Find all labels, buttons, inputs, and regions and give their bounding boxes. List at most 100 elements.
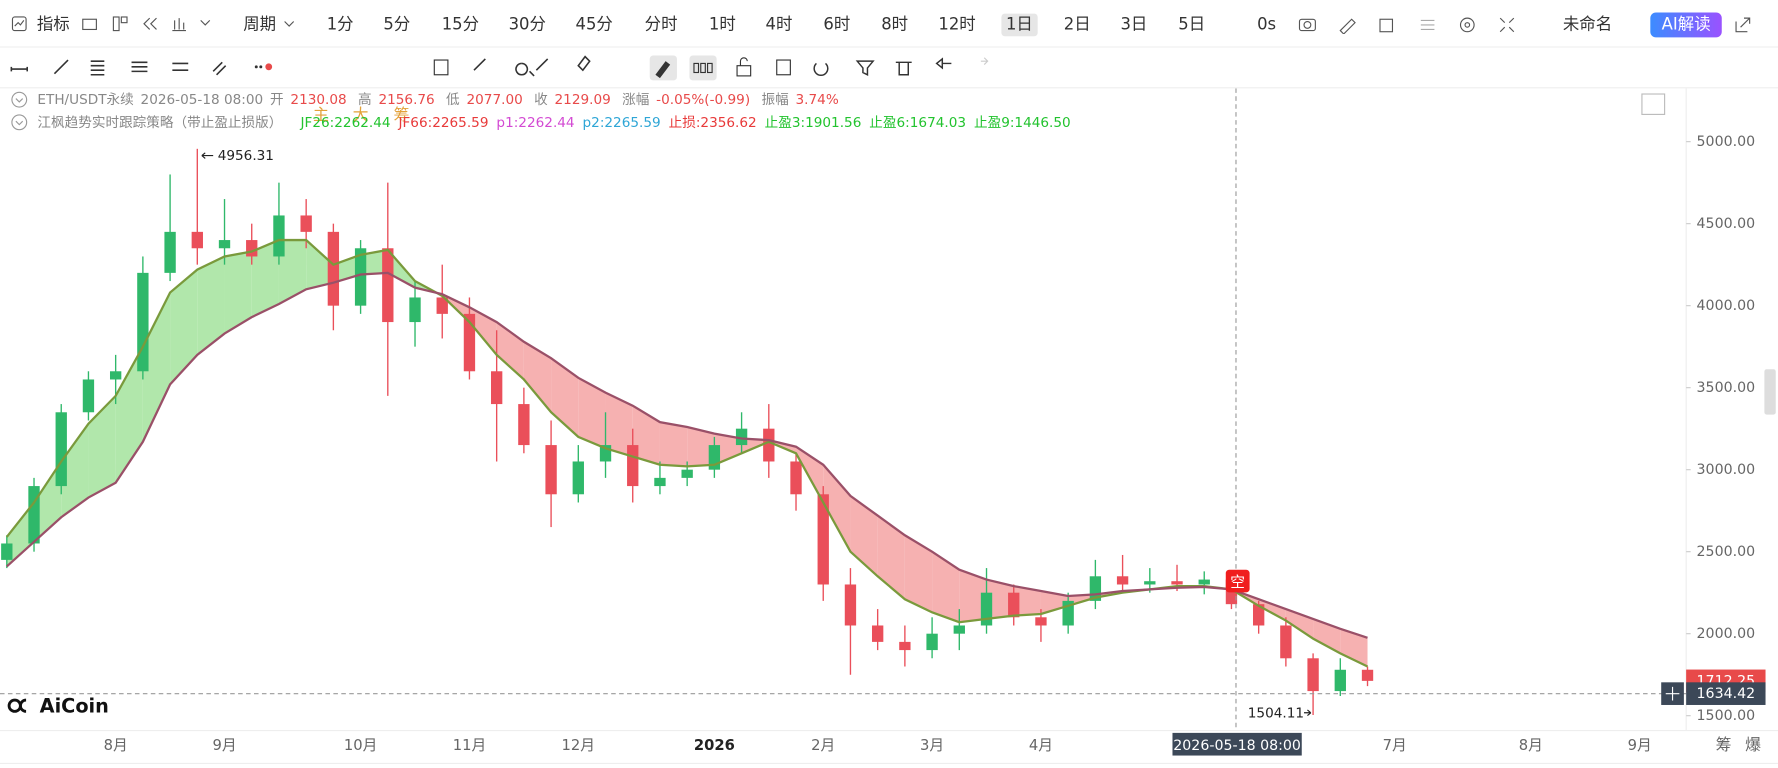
main-button[interactable]: 主 bbox=[312, 106, 329, 125]
icons bbox=[433, 55, 989, 81]
ohlc-label: 低 bbox=[446, 91, 460, 108]
period-option[interactable]: 5日 bbox=[1178, 15, 1206, 34]
ohlc-label: 高 bbox=[358, 91, 372, 108]
icons bbox=[1298, 17, 1515, 34]
period-option[interactable]: 8时 bbox=[881, 15, 909, 34]
candle-body bbox=[844, 584, 857, 626]
ohlc-value: 2156.76 bbox=[378, 91, 435, 108]
high-label: 4956.31 bbox=[218, 148, 274, 164]
icons bbox=[82, 16, 186, 32]
ai-button[interactable]: AI解读 bbox=[1650, 12, 1722, 38]
band-fill bbox=[659, 422, 688, 467]
candle-body bbox=[1116, 576, 1129, 585]
countdown: 0s bbox=[1257, 15, 1277, 34]
chips-button[interactable]: 筹 bbox=[393, 106, 410, 125]
annotation-arrow bbox=[201, 152, 214, 159]
period-option[interactable]: 2日 bbox=[1063, 15, 1091, 34]
layout-menu[interactable]: 未命名 bbox=[1562, 15, 1613, 34]
band-fill bbox=[34, 461, 62, 542]
candle-body bbox=[382, 248, 394, 323]
band-fill bbox=[1313, 618, 1341, 654]
candle-body bbox=[137, 272, 149, 372]
candle-body bbox=[545, 445, 557, 495]
period-option[interactable]: 5分 bbox=[383, 15, 411, 34]
candle-body bbox=[572, 461, 584, 495]
big-button[interactable]: 大 bbox=[352, 106, 369, 125]
ohlc: 开 2130.08 高 2156.76 低 2077.00 收 2129.09 涨幅 -0.05%… bbox=[270, 89, 839, 109]
ohlc-value: 2077.00 bbox=[466, 91, 523, 108]
candle-body bbox=[681, 469, 693, 478]
candle-body bbox=[1198, 579, 1210, 585]
x-tick-label: 4月 bbox=[1029, 737, 1053, 754]
strategy-value: p1:2262.44 bbox=[496, 114, 575, 131]
indicator-button[interactable]: 指标 bbox=[36, 15, 70, 34]
icon bbox=[284, 21, 295, 27]
x-tick-label: 3月 bbox=[920, 737, 944, 754]
ohlc-label: 开 bbox=[269, 91, 284, 108]
period-option[interactable]: 3日 bbox=[1120, 15, 1148, 34]
candle-body bbox=[1089, 576, 1102, 601]
period-option[interactable]: 6时 bbox=[823, 15, 851, 34]
icons bbox=[10, 59, 273, 76]
strategy-values: JF26:2262.44 JF66:2265.59 p1:2262.44 p2:226… bbox=[301, 112, 1071, 132]
candle-body bbox=[164, 231, 176, 273]
period-option[interactable]: 30分 bbox=[508, 15, 546, 34]
ohlc-value: 2129.09 bbox=[554, 91, 611, 108]
candle-body bbox=[55, 412, 67, 487]
side-handle[interactable] bbox=[1764, 369, 1776, 415]
strategy-value: p2:2265.59 bbox=[582, 114, 661, 131]
footer-button[interactable]: 筹 bbox=[1716, 735, 1732, 754]
x-tick-label: 8月 bbox=[1519, 737, 1543, 754]
top-toolbar: 指标 周期 1分 5分 15分 30分 45分 分时 1时 4时 6时 8时 12时 1日 2日 3日 5日… bbox=[0, 0, 1778, 48]
band-fill bbox=[170, 269, 198, 385]
candle-body bbox=[899, 641, 911, 651]
annotation-arrow bbox=[1304, 709, 1312, 717]
candle-body bbox=[1361, 669, 1374, 681]
price-tag bbox=[1686, 682, 1766, 705]
candle-body bbox=[82, 379, 95, 413]
x-tick-label: 9月 bbox=[212, 737, 236, 754]
logo-mark bbox=[7, 698, 22, 713]
collapse-button[interactable] bbox=[1641, 93, 1666, 115]
icons bbox=[11, 91, 28, 131]
period-option[interactable]: 4时 bbox=[765, 15, 793, 34]
period-option[interactable]: 1分 bbox=[326, 15, 354, 34]
period-option[interactable]: 1时 bbox=[708, 15, 736, 34]
x-tick-label: 9月 bbox=[1628, 737, 1652, 754]
x-tick-label: 8月 bbox=[104, 737, 128, 754]
y-tick-label: 2000.00 bbox=[1697, 626, 1756, 642]
candle-body bbox=[490, 371, 503, 405]
candle-body bbox=[654, 477, 666, 487]
period-option[interactable]: 15分 bbox=[441, 15, 480, 34]
band-fill bbox=[904, 535, 933, 613]
candle-body bbox=[708, 445, 721, 470]
band-fill bbox=[1340, 628, 1368, 667]
band-fill bbox=[306, 240, 334, 290]
y-tick-label: 4500.00 bbox=[1697, 216, 1756, 232]
candle-body bbox=[518, 404, 530, 446]
footer-button[interactable]: 爆 bbox=[1745, 735, 1761, 754]
candle-body bbox=[218, 240, 231, 249]
plot-area bbox=[1, 148, 1374, 716]
ohlc-label: 涨幅 bbox=[622, 91, 650, 108]
candle-body bbox=[1035, 617, 1047, 626]
period-option[interactable]: 1日 bbox=[1001, 13, 1038, 37]
band-fill bbox=[687, 427, 715, 467]
period-button[interactable]: 周期 bbox=[243, 15, 277, 34]
ohlc-value: -0.05%(-0.99) bbox=[656, 91, 751, 108]
band-fill bbox=[632, 405, 660, 465]
x-tick-label: 11月 bbox=[453, 737, 486, 754]
period-option[interactable]: 45分 bbox=[575, 15, 613, 34]
y-tick-label: 3500.00 bbox=[1697, 380, 1756, 396]
period-option[interactable]: 12时 bbox=[938, 15, 976, 34]
candle-body bbox=[1280, 625, 1292, 659]
candle-body bbox=[627, 445, 639, 487]
band-fill bbox=[61, 423, 89, 518]
candle-body bbox=[1, 543, 13, 560]
band-fill bbox=[877, 515, 905, 600]
period-option[interactable]: 分时 bbox=[644, 15, 678, 34]
ohlc-value: 3.74% bbox=[795, 91, 839, 108]
band-fill bbox=[523, 341, 552, 413]
band-fill bbox=[197, 256, 225, 355]
candle-body bbox=[817, 494, 829, 585]
